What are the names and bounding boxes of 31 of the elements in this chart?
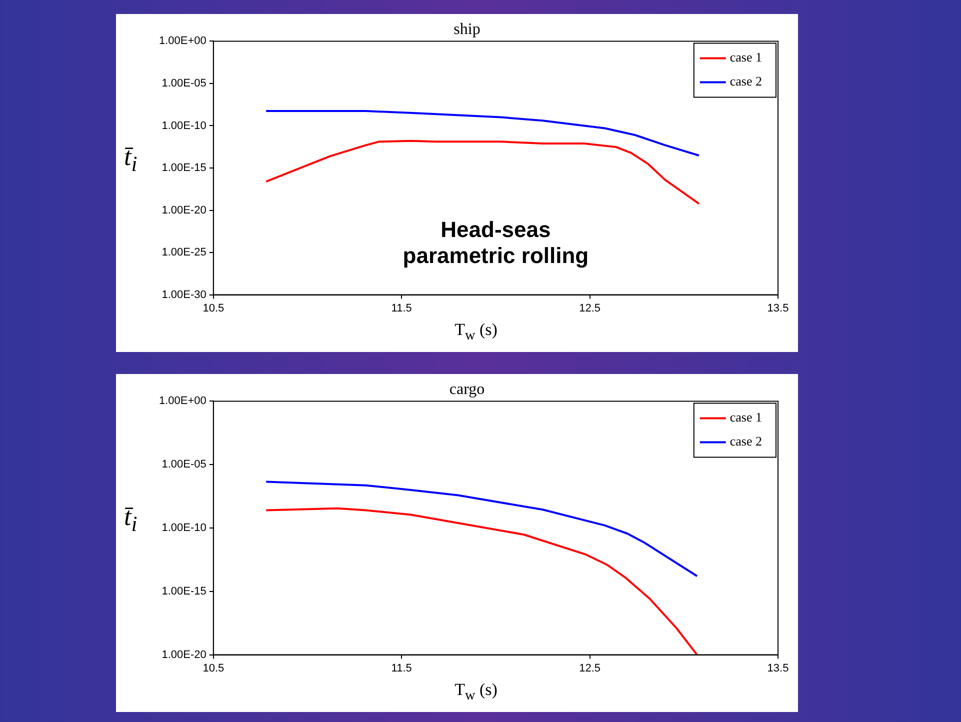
x-tick-label: 13.5 [767,662,789,674]
chart-title: ship [454,20,480,38]
x-tick-label: 11.5 [391,662,412,674]
legend-label: case 2 [730,74,762,89]
x-tick-label: 13.5 [767,302,789,314]
x-tick-label: 12.5 [579,302,601,314]
y-tick-label: 1.00E-15 [162,162,206,174]
y-tick-label: 1.00E+00 [159,35,206,48]
legend-label: case 1 [730,410,762,425]
legend-label: case 2 [730,434,762,449]
legend-label: case 1 [730,50,762,65]
y-tick-label: 1.00E-25 [162,246,206,259]
x-tick-label: 11.5 [391,302,412,314]
y-tick-label: 1.00E+00 [159,395,206,408]
x-axis-title: T$_{w}$ (s) [454,680,498,704]
y-axis-title: t̄$_{i}$ [124,142,138,178]
y-tick-label: 1.00E-10 [162,522,206,534]
annotation: Head-seas parametric rolling [402,217,589,268]
y-tick-label: 1.00E-30 [162,288,206,301]
x-tick-label: 10.5 [202,662,224,674]
x-tick-label: 10.5 [202,302,224,314]
y-tick-label: 1.00E-15 [162,585,206,598]
x-tick-label: 12.5 [579,662,601,674]
y-tick-label: 1.00E-10 [162,120,206,132]
y-tick-label: 1.00E-05 [162,458,206,471]
chart-title: cargo [449,380,485,398]
y-tick-label: 1.00E-20 [162,204,206,216]
y-tick-label: 1.00E-20 [162,648,206,661]
y-tick-label: 1.00E-05 [162,78,206,90]
y-axis-title: t̄$_{i}$ [124,502,138,538]
x-axis-title: T$_{w}$ (s) [454,320,498,344]
